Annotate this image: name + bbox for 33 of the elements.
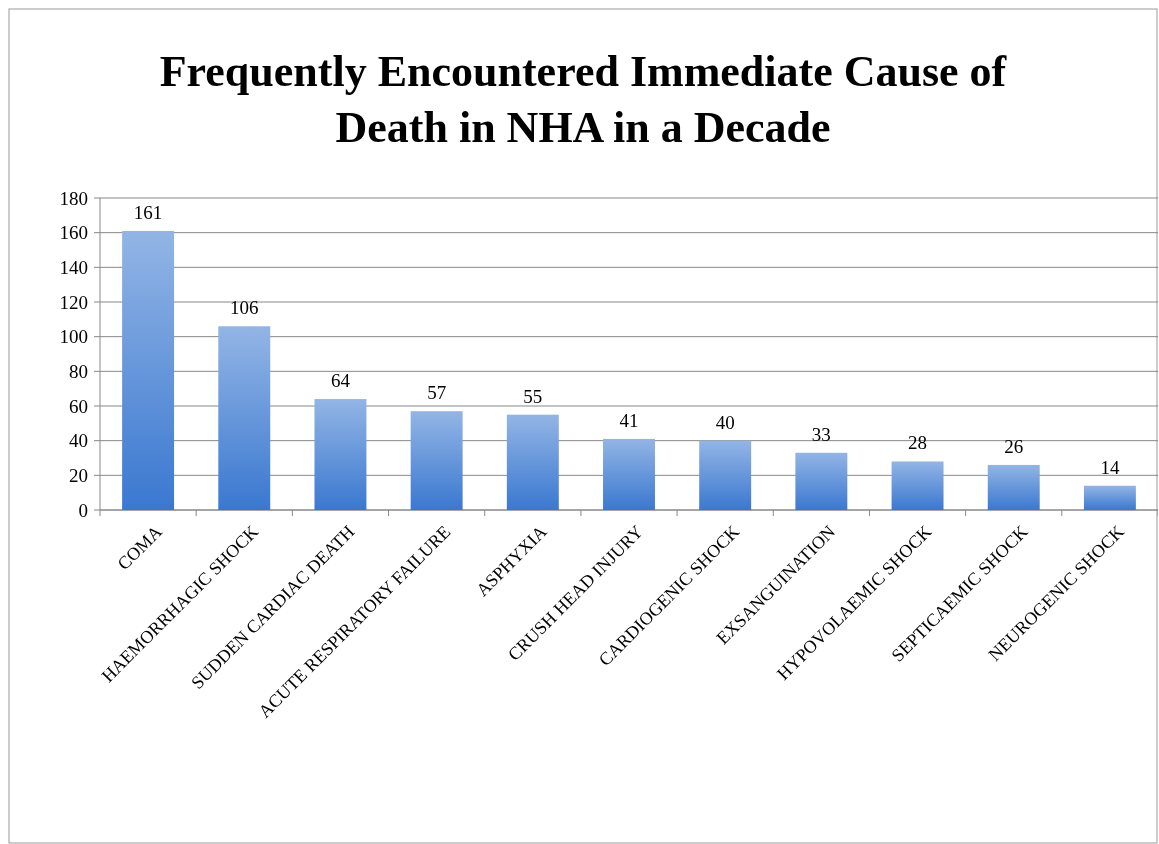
bar	[218, 326, 271, 510]
data-label: 41	[619, 409, 639, 431]
y-tick-label: 160	[59, 222, 88, 244]
data-label: 57	[427, 382, 447, 404]
data-label: 26	[1004, 435, 1024, 457]
bar	[314, 399, 367, 510]
y-tick-label: 60	[69, 395, 88, 417]
data-label: 40	[715, 411, 735, 433]
bar	[891, 461, 944, 510]
y-tick-label: 80	[69, 360, 88, 382]
data-label: 28	[908, 432, 928, 454]
bar	[410, 411, 463, 510]
bar	[603, 438, 655, 510]
y-tick-label: 180	[59, 187, 88, 209]
y-tick-label: 120	[59, 291, 88, 313]
bar	[795, 452, 848, 510]
data-label: 64	[330, 370, 351, 392]
data-label: 55	[523, 385, 543, 407]
y-tick-label: 20	[69, 464, 88, 486]
chart-title: Frequently Encountered Immediate Cause of Death in NHA in a Decade	[159, 47, 1008, 152]
bar	[699, 440, 752, 510]
y-tick-label: 0	[78, 499, 88, 521]
bar	[122, 230, 175, 510]
data-label: 106	[230, 297, 259, 319]
y-tick-label: 40	[69, 430, 88, 452]
y-tick-label: 140	[59, 256, 88, 278]
data-label: 33	[811, 423, 831, 445]
bar	[987, 464, 1040, 510]
bar	[506, 414, 559, 510]
data-label: 161	[133, 201, 163, 223]
y-tick-label: 100	[59, 326, 88, 348]
bar	[1083, 485, 1136, 510]
data-label: 14	[1100, 456, 1120, 478]
